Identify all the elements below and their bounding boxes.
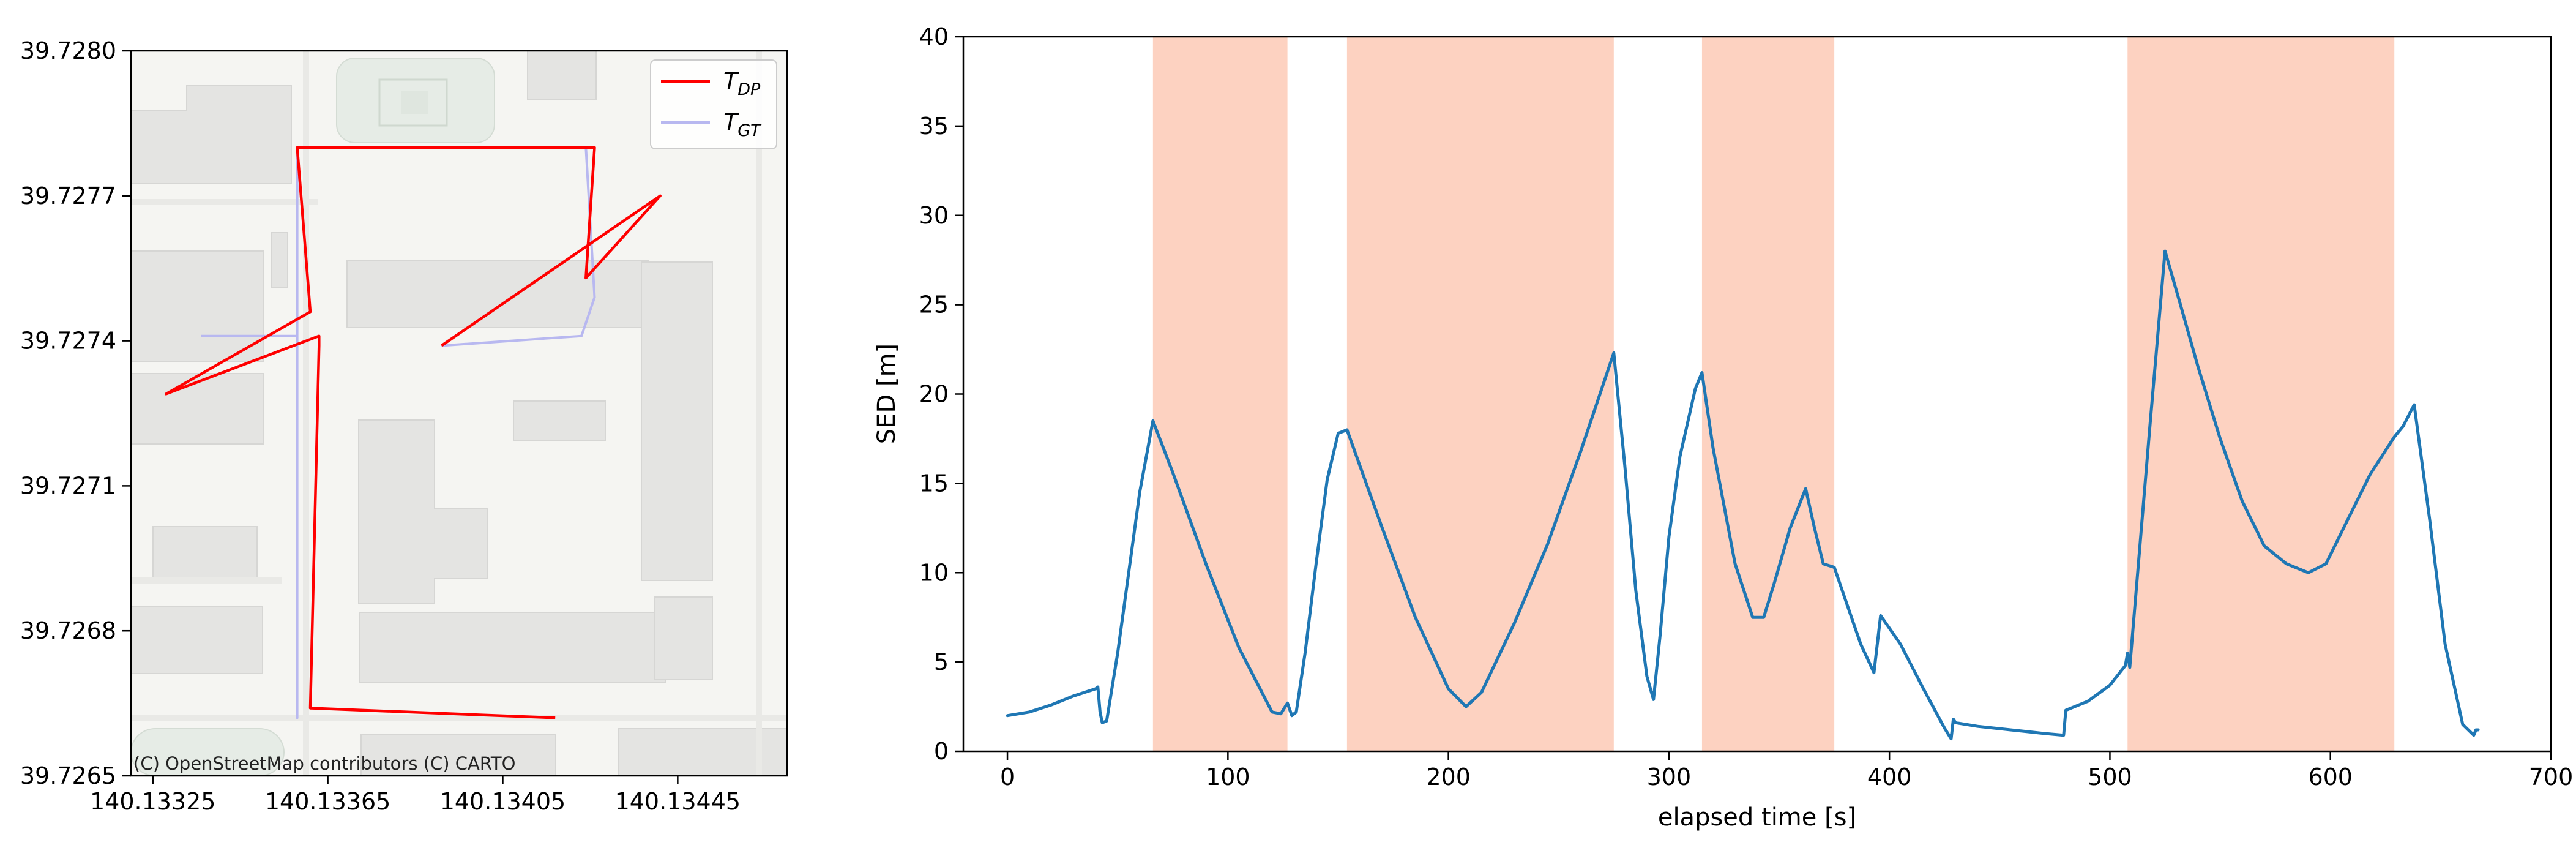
map-legend: TDP TGT [650, 59, 777, 149]
sed-panel: 0 100 200 300 400 500 600 700 0510152025303540 … [873, 23, 2573, 832]
y-tick-label: 39.7271 [20, 472, 116, 499]
shaded-span [1152, 37, 1288, 751]
map-panel: 140.13325 140.13365 140.13405 140.13445 39.… [20, 37, 788, 815]
x-tick-label: 400 [1867, 764, 1912, 791]
y-tick-label: 30 [919, 202, 949, 229]
shaded-span [1346, 37, 1614, 751]
map-x-axis: 140.13325 140.13365 140.13405 140.13445 [90, 776, 741, 815]
x-tick-label: 600 [2308, 764, 2353, 791]
x-tick-label: 140.13405 [440, 788, 566, 815]
y-tick-label: 39.7277 [20, 182, 116, 209]
shaded-span [2127, 37, 2395, 751]
y-tick-label: 39.7265 [20, 762, 116, 789]
shaded-spans [1152, 37, 2395, 751]
legend-label: TDP [723, 68, 761, 99]
y-tick-label: 10 [919, 559, 949, 586]
x-tick-label: 500 [2088, 764, 2132, 791]
y-tick-label: 35 [919, 113, 949, 140]
x-tick-label: 140.13365 [265, 788, 391, 815]
y-tick-label: 15 [919, 470, 949, 497]
x-tick-label: 200 [1426, 764, 1471, 791]
y-tick-label: 20 [919, 381, 949, 408]
y-tick-label: 5 [934, 648, 949, 675]
x-tick-label: 700 [2529, 764, 2574, 791]
sed-y-axis: 0 5 10 15 20 25 30 35 40 [919, 23, 963, 765]
sed-line [1006, 249, 2480, 741]
map-attribution: (C) OpenStreetMap contributors (C) CARTO [133, 753, 515, 774]
legend-label: TGT [723, 109, 762, 140]
x-tick-label: 140.13325 [90, 788, 216, 815]
shaded-span [1701, 37, 1835, 751]
x-tick-label: 0 [1000, 764, 1015, 791]
map-axes-frame [130, 50, 788, 777]
y-tick-label: 40 [919, 23, 949, 50]
basemap [131, 51, 787, 776]
y-tick-label: 39.7274 [20, 328, 116, 355]
y-tick-label: 39.7268 [20, 617, 116, 644]
trajectory-lines [164, 146, 662, 719]
y-tick-label: 39.7280 [20, 37, 116, 64]
series-line-t-dp [164, 146, 662, 719]
x-tick-label: 140.13445 [615, 788, 741, 815]
map-y-axis: 39.7265 39.7268 39.7271 39.7274 39.7277 39.72… [20, 37, 131, 789]
basemap-buildings [131, 51, 787, 776]
y-tick-label: 0 [934, 738, 949, 765]
sed-y-axis-label: SED [m] [873, 344, 901, 444]
basemap-streets [131, 51, 787, 776]
sed-x-axis-label: elapsed time [s] [1658, 803, 1856, 832]
y-tick-label: 25 [919, 291, 949, 318]
x-tick-label: 100 [1206, 764, 1250, 791]
sed-series [1006, 249, 2480, 741]
sed-x-axis: 0 100 200 300 400 500 600 700 [1000, 751, 2573, 791]
x-tick-label: 300 [1647, 764, 1692, 791]
